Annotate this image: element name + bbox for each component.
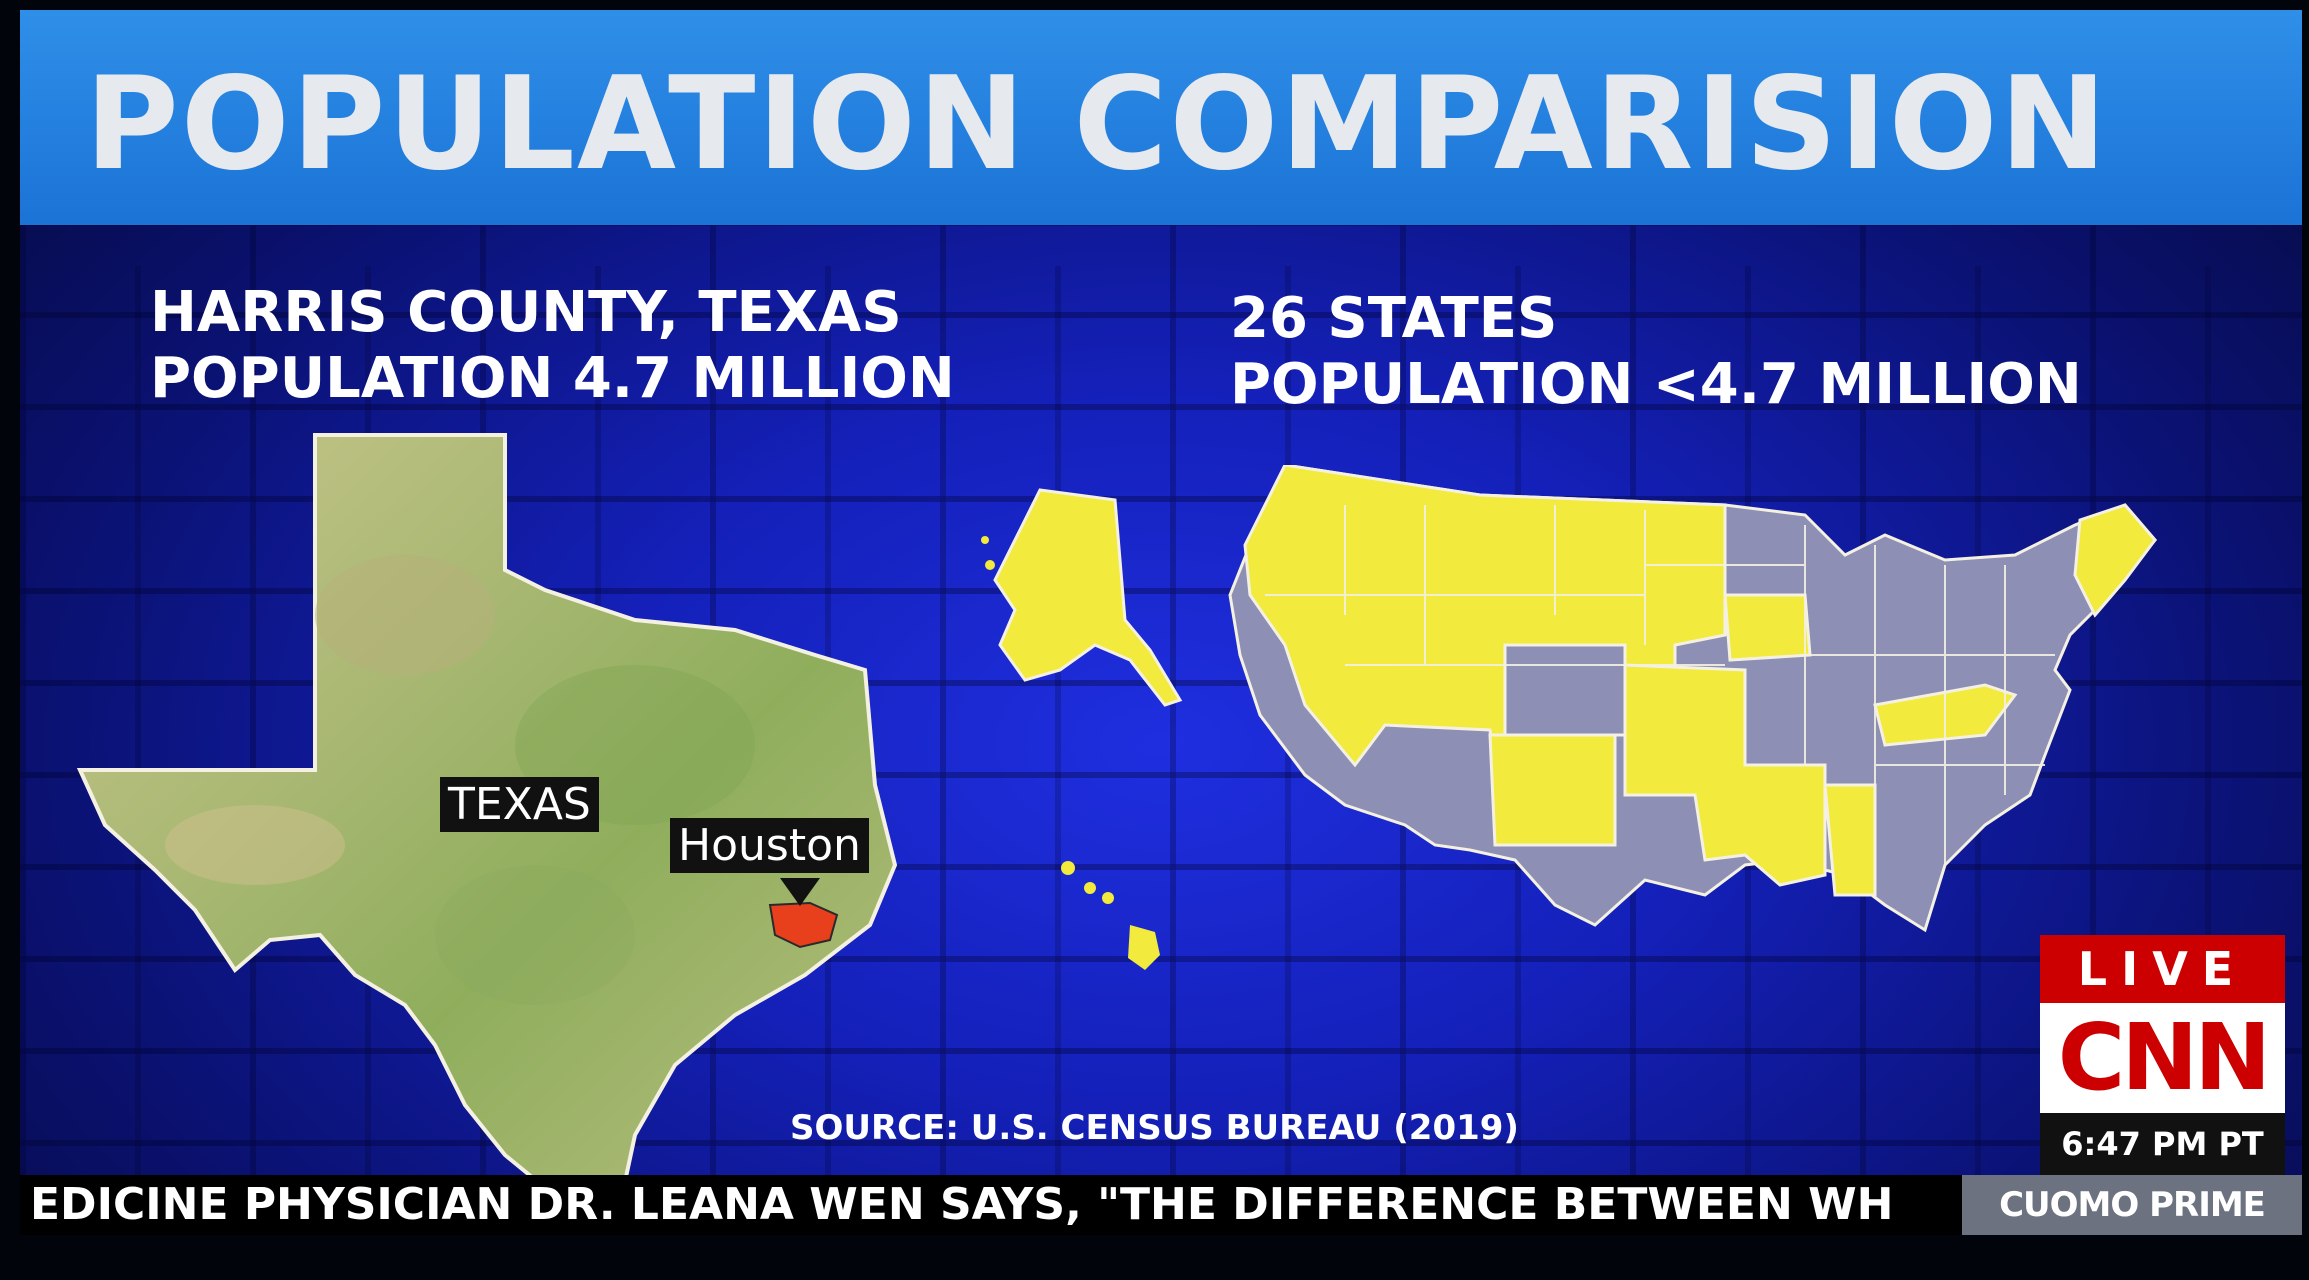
title-bar: POPULATION COMPARISION	[20, 10, 2302, 225]
left-heading-line1: HARRIS COUNTY, TEXAS	[150, 280, 902, 345]
hawaii-island-1	[1061, 861, 1075, 875]
us-map	[1228, 465, 2157, 933]
network-bug: LIVE CNN 6:47 PM PT	[2040, 935, 2285, 1175]
left-heading: HARRIS COUNTY, TEXAS POPULATION 4.7 MILL…	[150, 280, 955, 412]
cnn-logo: CNN	[2057, 1004, 2272, 1111]
show-name: CUOMO PRIME TIME	[1962, 1175, 2302, 1235]
right-heading: 26 STATES POPULATION <4.7 MILLION	[1230, 286, 2082, 418]
alaska-shape	[993, 488, 1183, 707]
graphic-title: POPULATION COMPARISION	[85, 50, 2109, 199]
houston-area	[768, 901, 839, 949]
hawaii-big-island	[1128, 925, 1160, 970]
texas-label: TEXAS	[440, 777, 599, 832]
live-badge: LIVE	[2040, 935, 2285, 1003]
left-heading-line2: POPULATION 4.7 MILLION	[150, 346, 955, 411]
houston-label: Houston	[670, 818, 869, 873]
ticker-text: EDICINE PHYSICIAN DR. LEANA WEN SAYS, "T…	[30, 1179, 1894, 1230]
right-heading-line1: 26 STATES	[1230, 286, 1558, 351]
houston-pointer	[780, 878, 820, 906]
source-caption: SOURCE: U.S. CENSUS BUREAU (2019)	[790, 1108, 1519, 1148]
alaska-hawaii	[981, 488, 1183, 970]
right-heading-line2: POPULATION <4.7 MILLION	[1230, 352, 2082, 417]
news-ticker: EDICINE PHYSICIAN DR. LEANA WEN SAYS, "T…	[20, 1175, 2302, 1235]
tv-screen: POPULATION COMPARISION HARRIS COUNTY, TE…	[20, 10, 2302, 1235]
time-display: 6:47 PM PT	[2040, 1113, 2285, 1175]
